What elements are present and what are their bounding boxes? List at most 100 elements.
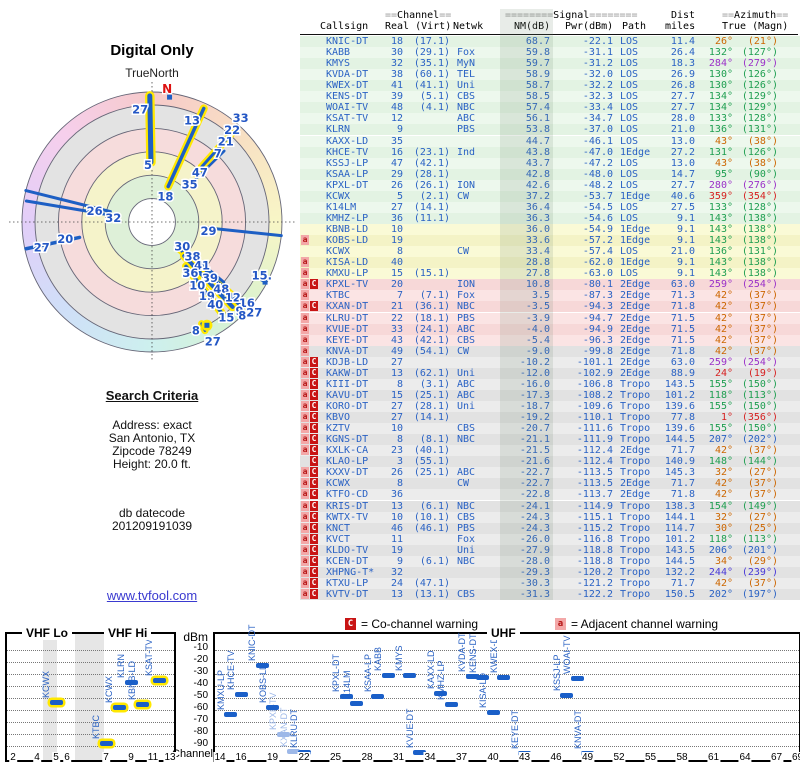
cell-power-dbm: -110.1	[576, 412, 613, 424]
cell-miles: 114.7	[664, 522, 695, 534]
axis-tick: 19	[265, 752, 280, 763]
adjacent-warning-marker: a	[301, 367, 309, 378]
table-row: K14LM 27 (14.1) 36.4 -54.5 LOS 27.5 133° (128°)	[300, 201, 800, 213]
cell-power-dbm: -53.7	[582, 190, 613, 202]
cell-real-channel: 27	[390, 400, 403, 412]
cell-path: Tropo	[620, 577, 651, 589]
cell-miles: 28.0	[670, 113, 695, 125]
cell-nm-db: -21.6	[519, 456, 550, 468]
table-row: KSAT-TV 12 ABC 56.1 -34.7 LOS 28.0 133° (128°)	[300, 113, 800, 125]
radar-title: Digital Only	[110, 42, 194, 59]
co-channel-warning-marker: C	[310, 544, 318, 555]
y-axis-tick: -10	[193, 642, 208, 653]
table-row: a C KTXU-LP 24 (47.1) -30.3 -121.2 Tropo 71.7 42°…	[300, 577, 800, 589]
cell-path: 2Edge	[620, 356, 651, 368]
cell-azimuth-magnetic: (150°)	[741, 400, 778, 412]
cell-network: ABC	[457, 113, 476, 125]
co-channel-warning-marker: C	[310, 489, 318, 500]
cell-azimuth-magnetic: (29°)	[747, 555, 778, 567]
cell-azimuth-true: 284°	[708, 58, 733, 70]
cell-path: LOS	[620, 69, 639, 81]
cell-azimuth-magnetic: (37°)	[747, 301, 778, 313]
cell-network: ION	[457, 279, 476, 291]
cell-azimuth-true: 34°	[714, 555, 733, 567]
cell-miles: 71.8	[670, 489, 695, 501]
gridline	[215, 674, 799, 675]
y-axis-tick: -20	[193, 654, 208, 665]
channel-label: 8	[238, 309, 246, 323]
cell-azimuth-true: 259°	[708, 356, 733, 368]
station-label: KNVA-DT	[572, 710, 583, 749]
signal-marker	[476, 674, 489, 680]
axis-tick: 5	[52, 752, 60, 763]
cell-real-channel: 16	[390, 146, 403, 158]
cell-power-dbm: -62.0	[582, 257, 613, 269]
table-header: ==Channel== ========Signal======== Dist ==A…	[300, 9, 798, 35]
station-label: KABB	[373, 647, 383, 672]
cell-virtual-channel: (62.1)	[413, 367, 450, 379]
axis-tick: 40	[486, 752, 500, 763]
table-row: a C KBVO 27 (14.1) -19.2 -110.1 Tropo 77.8 1° (356…	[300, 412, 800, 424]
cell-nm-db: -19.2	[519, 412, 550, 424]
station-label: KTBC	[91, 714, 101, 739]
station-label: KPXL-DT	[331, 653, 341, 692]
cell-real-channel: 20	[390, 279, 403, 291]
channel-label: 10	[189, 279, 205, 293]
cell-path: LOS	[620, 212, 639, 224]
signal-marker	[255, 662, 269, 668]
cell-azimuth-true: 132°	[708, 47, 733, 59]
cell-miles: 88.9	[670, 367, 695, 379]
cell-network: NBC	[457, 555, 476, 567]
gridline	[215, 650, 799, 651]
signal-marker	[234, 692, 248, 698]
cell-virtual-channel: (41.1)	[413, 80, 450, 92]
signal-marker	[287, 749, 300, 755]
table-row: a C KLDO-TV 19 Uni -27.9 -118.8 Tropo 143.5 206° (…	[300, 544, 800, 556]
station-label: KCWX	[41, 671, 51, 699]
cell-path: Tropo	[620, 522, 651, 534]
adjacent-warning-marker: a	[301, 478, 309, 489]
channel-label: 27	[132, 103, 148, 117]
co-channel-warning-marker: C	[310, 555, 318, 566]
cell-azimuth-true: 43°	[714, 135, 733, 147]
co-channel-warning-marker: C	[310, 589, 318, 599]
adjacent-warning-marker: a	[301, 235, 309, 246]
cell-network: Uni	[457, 367, 476, 379]
cell-real-channel: 8	[396, 246, 403, 258]
unused-channel-band	[43, 634, 57, 760]
cell-nm-db: -24.1	[519, 500, 550, 512]
gridline	[7, 650, 174, 651]
cell-path: Tropo	[620, 500, 651, 512]
cell-azimuth-true: 42°	[714, 323, 733, 335]
cell-miles: 21.0	[670, 124, 695, 136]
adjacent-warning-marker: a	[301, 257, 309, 268]
station-label: KOBS-LD	[257, 663, 268, 703]
signal-marker	[124, 680, 138, 686]
cell-path: LOS	[620, 36, 639, 47]
cell-azimuth-magnetic: (279°)	[741, 58, 778, 70]
cell-nm-db: 36.3	[525, 212, 550, 224]
cell-azimuth-magnetic: (37°)	[747, 445, 778, 457]
cell-path: 1Edge	[620, 190, 651, 202]
cell-real-channel: 32	[390, 566, 403, 578]
co-channel-warning-marker: C	[310, 478, 318, 489]
channel-label: 18	[157, 190, 173, 204]
cell-azimuth-magnetic: (19°)	[747, 367, 778, 379]
cell-miles: 150.5	[664, 589, 695, 600]
axis-tick: 61	[706, 752, 721, 763]
tvfool-link[interactable]: www.tvfool.com	[106, 588, 198, 603]
station-dot	[167, 94, 173, 100]
cell-virtual-channel: (46.1)	[413, 522, 450, 534]
adjacent-warning-marker: a	[301, 489, 309, 500]
station-label: KSAA-LP	[362, 653, 373, 692]
cell-virtual-channel: (6.1)	[419, 500, 450, 512]
cell-real-channel: 32	[390, 58, 403, 70]
cell-azimuth-magnetic: (113°)	[741, 533, 778, 545]
cell-callsign: WOAI-TV	[326, 102, 369, 114]
cell-path: Tropo	[620, 400, 651, 412]
cell-virtual-channel: (29.1)	[413, 47, 450, 59]
true-north-label: TrueNorth	[125, 66, 179, 80]
cell-azimuth-magnetic: (144°)	[741, 456, 778, 468]
cell-azimuth-magnetic: (37°)	[747, 290, 778, 302]
channel-label: 26	[87, 204, 103, 218]
